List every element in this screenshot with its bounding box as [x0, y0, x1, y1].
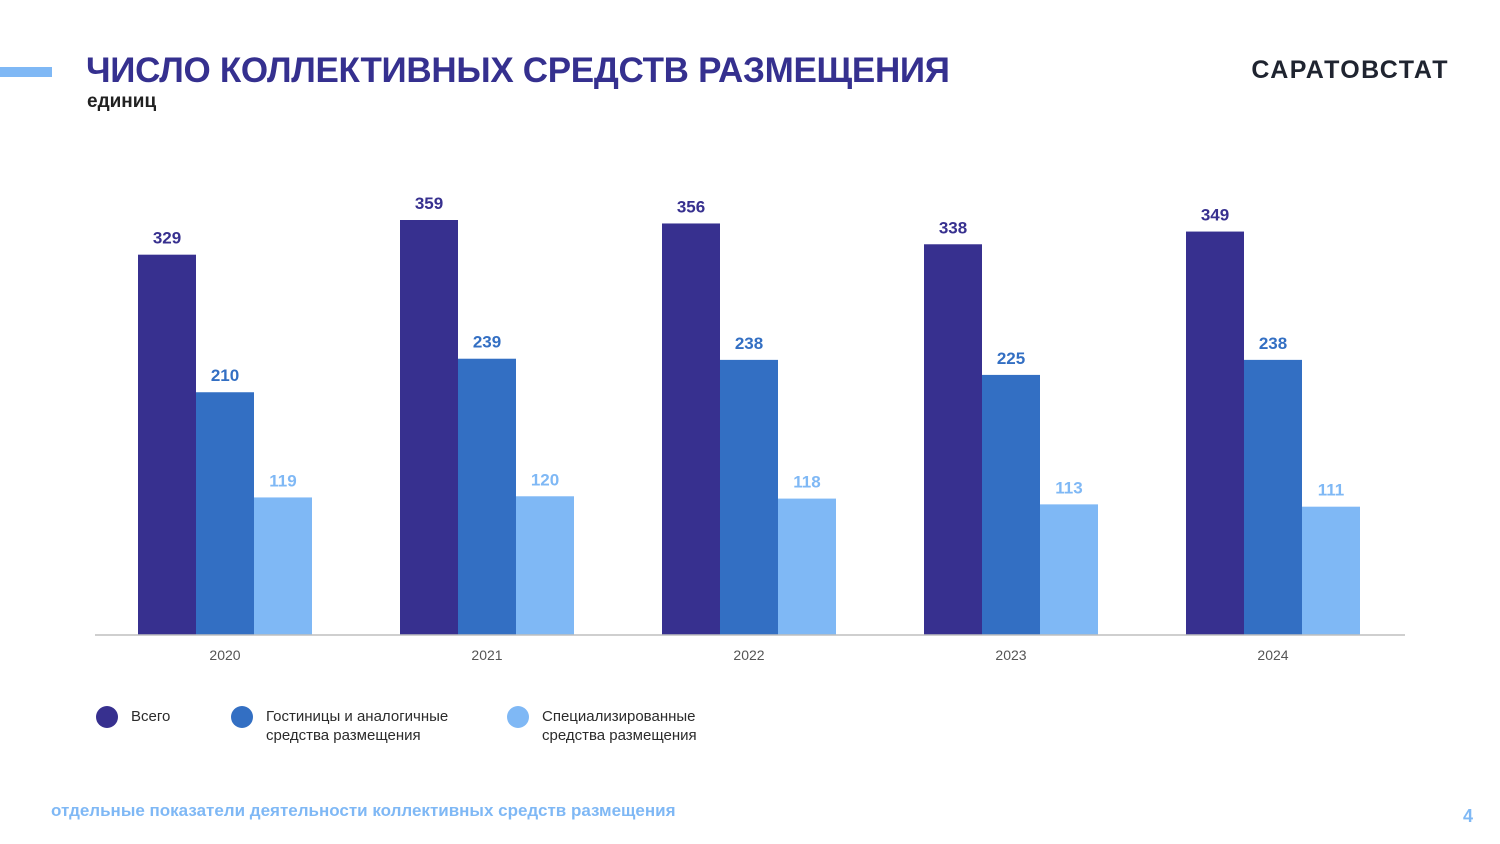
value-label-hotels-2022: 238 [735, 334, 763, 353]
value-label-total-2020: 329 [153, 229, 181, 248]
bar-total-2024 [1186, 231, 1244, 636]
bar-hotels-2021 [458, 358, 516, 635]
bar-specialized-2022 [778, 498, 836, 635]
x-tick-label-2022: 2022 [733, 647, 764, 663]
value-label-specialized-2022: 118 [793, 473, 820, 492]
bar-specialized-2021 [516, 496, 574, 635]
x-tick-label-2023: 2023 [995, 647, 1026, 663]
legend-dot-hotels [231, 706, 253, 728]
value-label-specialized-2024: 111 [1318, 481, 1345, 500]
page-title: ЧИСЛО КОЛЛЕКТИВНЫХ СРЕДСТВ РАЗМЕЩЕНИЯ [86, 51, 950, 90]
bar-total-2022 [662, 223, 720, 636]
bar-total-2020 [138, 254, 196, 635]
value-label-hotels-2021: 239 [473, 333, 501, 352]
footer-text: отдельные показатели деятельности коллек… [51, 801, 676, 820]
value-labels-group: 329 210 119 359 239 120 356 238 118 338 225 113 349 2… [153, 194, 1344, 500]
value-label-total-2022: 356 [677, 197, 705, 216]
value-label-specialized-2021: 120 [531, 470, 559, 489]
units-subtitle: единиц [87, 91, 157, 112]
x-tick-label-2024: 2024 [1257, 647, 1288, 663]
legend-item-total: Всего [96, 706, 170, 728]
bars-group [138, 220, 1360, 636]
value-label-total-2024: 349 [1201, 206, 1229, 225]
bar-total-2021 [400, 220, 458, 635]
brand-logo: САРАТОВСТАТ [1251, 56, 1449, 84]
legend-dot-total [96, 706, 118, 728]
bar-hotels-2023 [982, 374, 1040, 635]
value-label-specialized-2020: 119 [269, 471, 296, 490]
value-label-hotels-2024: 238 [1259, 334, 1287, 353]
bar-hotels-2022 [720, 359, 778, 635]
bar-total-2023 [924, 244, 982, 636]
x-tick-label-2020: 2020 [209, 647, 240, 663]
bar-specialized-2024 [1302, 506, 1360, 635]
bar-hotels-2020 [196, 392, 254, 635]
page-number: 4 [1462, 806, 1473, 826]
legend-item-specialized: Специализированные средства размещения [507, 706, 697, 745]
legend-label-total: Всего [131, 708, 171, 725]
value-label-hotels-2023: 225 [997, 349, 1025, 368]
bar-specialized-2023 [1040, 504, 1098, 635]
value-label-total-2021: 359 [415, 194, 443, 213]
legend-item-hotels: Гостиницы и аналогичные средства размеще… [231, 706, 448, 745]
x-tick-labels-group: 2020 2021 2022 2023 2024 [209, 647, 1288, 663]
bar-chart: 329 210 119 359 239 120 356 238 118 338 225 113 349 2… [95, 194, 1405, 663]
x-tick-label-2021: 2021 [471, 647, 502, 663]
legend-label-hotels: Гостиницы и аналогичные средства размеще… [266, 708, 449, 744]
value-label-hotels-2020: 210 [211, 366, 239, 385]
bar-specialized-2020 [254, 497, 312, 635]
legend-dot-specialized [507, 706, 529, 728]
value-label-specialized-2023: 113 [1055, 478, 1082, 497]
accent-bar [0, 67, 52, 77]
bar-hotels-2024 [1244, 359, 1302, 635]
value-label-total-2023: 338 [939, 218, 967, 237]
legend-label-specialized: Специализированные средства размещения [542, 708, 697, 744]
